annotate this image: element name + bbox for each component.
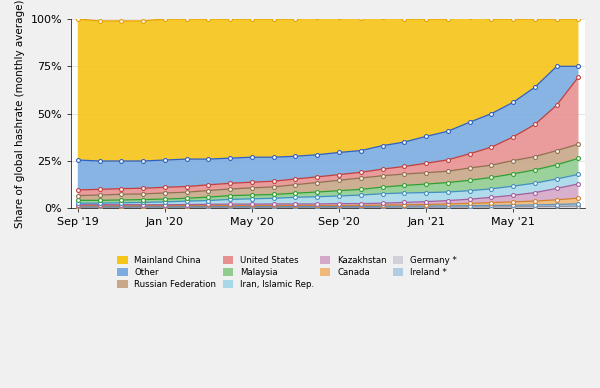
Y-axis label: Share of global hashrate (monthly average): Share of global hashrate (monthly averag…	[15, 0, 25, 228]
Legend: Mainland China, Other, Russian Federation, United States, Malaysia, Iran, Islami: Mainland China, Other, Russian Federatio…	[116, 254, 458, 291]
